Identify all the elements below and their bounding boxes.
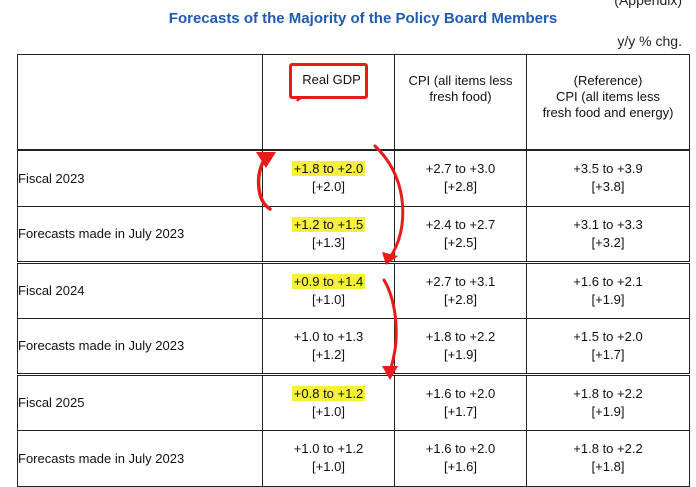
core-cpi-cell: +1.8 to +2.2 [+1.8] [526, 429, 690, 487]
core-cpi-median: [+3.2] [591, 234, 625, 250]
gdp-range: +1.0 to +1.3 [293, 328, 364, 344]
cpi-range: +1.6 to +2.0 [425, 385, 496, 401]
core-cpi-range: +3.1 to +3.3 [573, 216, 643, 232]
reference-label-line2: CPI (all items less [555, 89, 661, 104]
core-cpi-range: +1.8 to +2.2 [573, 441, 643, 456]
header-reference-cpi: (Reference) CPI (all items less fresh fo… [526, 54, 690, 151]
cpi-range: +2.7 to +3.1 [425, 273, 496, 289]
reference-label-line1: (Reference) [573, 73, 643, 88]
core-cpi-range: +1.5 to +2.0 [573, 328, 643, 344]
core-cpi-median: [+1.8] [591, 459, 625, 474]
cpi-median: [+2.8] [444, 179, 477, 195]
row-fiscal-2024: Fiscal 2024 +0.9 to +1.4 [+1.0] +2.7 to +… [17, 260, 690, 319]
cpi-cell: +2.7 to +3.1 [+2.8] [394, 260, 527, 319]
core-cpi-range: +1.6 to +2.1 [573, 273, 643, 289]
cpi-range: +2.4 to +2.7 [425, 216, 496, 232]
real-gdp-annotation-box: Real GDP [289, 63, 368, 99]
core-cpi-cell: +3.5 to +3.9 [+3.8] [526, 149, 690, 207]
core-cpi-median: [+1.9] [591, 291, 625, 307]
core-cpi-range: +3.5 to +3.9 [573, 161, 643, 177]
core-cpi-median: [+1.9] [591, 403, 625, 419]
row-fiscal-2024-july: Forecasts made in July 2023 +1.0 to +1.3… [17, 317, 690, 375]
real-gdp-label: Real GDP [302, 72, 361, 87]
cpi-cell: +1.6 to +2.0 [+1.6] [394, 429, 527, 487]
cpi-median: [+2.8] [444, 291, 477, 307]
core-cpi-cell: +3.1 to +3.3 [+3.2] [526, 205, 690, 263]
cpi-median: [+1.7] [444, 403, 477, 419]
row-fiscal-2023-july: Forecasts made in July 2023 +1.2 to +1.5… [17, 205, 690, 263]
core-cpi-cell: +1.5 to +2.0 [+1.7] [526, 317, 690, 375]
header-real-gdp: Real GDP [262, 54, 395, 151]
header-empty-cell [17, 54, 263, 151]
core-cpi-median: [+3.8] [591, 179, 625, 195]
header-row: Real GDP CPI (all items less fresh food)… [17, 54, 690, 151]
gdp-cell: +0.9 to +1.4 [+1.0] [262, 260, 395, 319]
cpi-cell: +2.7 to +3.0 [+2.8] [394, 149, 527, 207]
row-label: Forecasts made in July 2023 [17, 317, 263, 375]
cpi-range: +1.6 to +2.0 [425, 441, 496, 456]
cpi-median: [+2.5] [444, 234, 477, 250]
gdp-median: [+2.0] [312, 179, 345, 195]
core-cpi-median: [+1.7] [591, 346, 625, 362]
core-cpi-range: +1.8 to +2.2 [573, 385, 643, 401]
gdp-cell: +1.0 to +1.2 [+1.0] [262, 429, 395, 487]
cpi-range: +2.7 to +3.0 [425, 161, 496, 177]
gdp-range: +1.8 to +2.0 [291, 161, 366, 177]
page-title: Forecasts of the Majority of the Policy … [168, 10, 558, 27]
gdp-range: +0.8 to +1.2 [291, 385, 366, 401]
gdp-median: [+1.0] [312, 403, 345, 419]
cpi-cell: +1.6 to +2.0 [+1.7] [394, 372, 527, 431]
gdp-cell: +1.2 to +1.5 [+1.3] [262, 205, 395, 263]
cpi-cell: +1.8 to +2.2 [+1.9] [394, 317, 527, 375]
row-label: Forecasts made in July 2023 [17, 429, 263, 487]
gdp-range: +0.9 to +1.4 [291, 273, 366, 289]
appendix-label: (Appendix) [614, 0, 682, 8]
gdp-median: [+1.2] [312, 346, 345, 362]
header-cpi: CPI (all items less fresh food) [394, 54, 527, 151]
cpi-median: [+1.6] [444, 459, 477, 474]
cpi-label-line1: CPI (all items less [408, 73, 513, 88]
forecast-table: Real GDP CPI (all items less fresh food)… [17, 54, 690, 487]
row-fiscal-2025-july: Forecasts made in July 2023 +1.0 to +1.2… [17, 429, 690, 487]
reference-label-line3: fresh food and energy) [542, 105, 674, 120]
row-fiscal-2025: Fiscal 2025 +0.8 to +1.2 [+1.0] +1.6 to +… [17, 372, 690, 431]
cpi-label-line2: fresh food) [429, 89, 492, 104]
cpi-range: +1.8 to +2.2 [425, 328, 496, 344]
gdp-median: [+1.0] [312, 291, 345, 307]
cpi-median: [+1.9] [444, 346, 477, 362]
row-label: Fiscal 2024 [17, 260, 263, 319]
cpi-cell: +2.4 to +2.7 [+2.5] [394, 205, 527, 263]
gdp-cell: +0.8 to +1.2 [+1.0] [262, 372, 395, 431]
core-cpi-cell: +1.6 to +2.1 [+1.9] [526, 260, 690, 319]
row-label: Fiscal 2023 [17, 149, 263, 207]
gdp-cell: +1.8 to +2.0 [+2.0] [262, 149, 395, 207]
gdp-median: [+1.0] [312, 459, 345, 474]
gdp-median: [+1.3] [312, 234, 345, 250]
row-label: Forecasts made in July 2023 [17, 205, 263, 263]
row-fiscal-2023: Fiscal 2023 +1.8 to +2.0 [+2.0] +2.7 to +… [17, 149, 690, 207]
gdp-cell: +1.0 to +1.3 [+1.2] [262, 317, 395, 375]
unit-label: y/y % chg. [617, 33, 682, 49]
row-label: Fiscal 2025 [17, 372, 263, 431]
core-cpi-cell: +1.8 to +2.2 [+1.9] [526, 372, 690, 431]
gdp-range: +1.2 to +1.5 [291, 216, 366, 232]
gdp-range: +1.0 to +1.2 [293, 441, 364, 456]
